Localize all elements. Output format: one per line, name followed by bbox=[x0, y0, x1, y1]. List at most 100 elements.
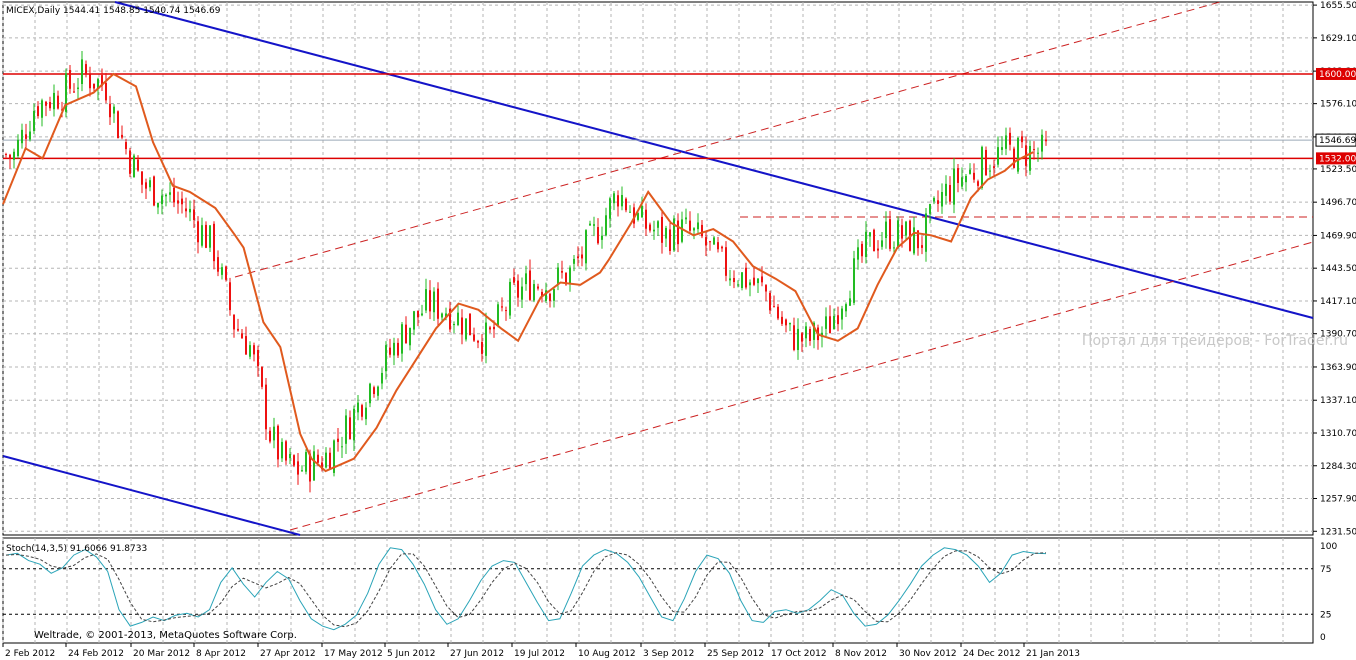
candle-body bbox=[101, 75, 103, 86]
candle-body bbox=[257, 349, 259, 367]
candle-body bbox=[133, 155, 135, 178]
candle-body bbox=[81, 59, 83, 84]
candle-body bbox=[37, 106, 39, 117]
stoch-axis-label: 25 bbox=[1320, 610, 1331, 620]
candle-body bbox=[365, 407, 367, 420]
candle-body bbox=[249, 345, 251, 357]
price-level-badge bbox=[1316, 67, 1356, 80]
price-tick-label: 1655.50 bbox=[1320, 1, 1356, 11]
candle-body bbox=[121, 134, 123, 138]
moving-average bbox=[2, 72, 1034, 473]
candle-body bbox=[665, 227, 667, 239]
candle-body bbox=[521, 286, 523, 300]
candle-body bbox=[573, 258, 575, 264]
candle-body bbox=[997, 147, 999, 165]
candle-body bbox=[277, 425, 279, 460]
stoch-label: Stoch(14,3,5) 91.6066 91.8733 bbox=[6, 544, 147, 554]
candle-body bbox=[793, 325, 795, 350]
price-axis: 1655.501629.101602.301576.101549.301523.… bbox=[1313, 1, 1356, 537]
candle-body bbox=[929, 203, 931, 214]
candle-body bbox=[1001, 147, 1003, 150]
symbol-header: MICEX,Daily 1544.41 1548.85 1540.74 1546… bbox=[6, 6, 221, 16]
candle-body bbox=[833, 315, 835, 330]
stoch-axis: 100 75 25 0 bbox=[1320, 542, 1337, 643]
candle-body bbox=[513, 277, 515, 283]
candle-body bbox=[29, 131, 31, 140]
date-tick-label: 20 Mar 2012 bbox=[133, 649, 190, 659]
candle-body bbox=[921, 245, 923, 248]
candle-body bbox=[253, 345, 255, 355]
candle-body bbox=[1037, 152, 1039, 154]
candle-body bbox=[785, 319, 787, 326]
candle-body bbox=[417, 310, 419, 318]
candle-body bbox=[721, 246, 723, 249]
candle-body bbox=[717, 242, 719, 250]
candle-body bbox=[337, 438, 339, 442]
upper-channel-line bbox=[234, 1, 1221, 278]
candle-body bbox=[805, 326, 807, 339]
price-tick-label: 1576.10 bbox=[1320, 100, 1356, 110]
candle-body bbox=[593, 224, 595, 226]
candle-body bbox=[697, 222, 699, 230]
candle-body bbox=[317, 454, 319, 463]
candle-body bbox=[509, 281, 511, 316]
candle-body bbox=[841, 308, 843, 320]
candle-body bbox=[1029, 146, 1031, 171]
candle-body bbox=[405, 324, 407, 344]
candle-body bbox=[1009, 132, 1011, 145]
candle-body bbox=[769, 292, 771, 311]
candle-body bbox=[713, 237, 715, 245]
candle-body bbox=[985, 149, 987, 176]
candle-body bbox=[21, 129, 23, 144]
candle-body bbox=[581, 254, 583, 259]
candle-body bbox=[673, 218, 675, 251]
candle-body bbox=[473, 334, 475, 341]
price-tick-label: 1443.50 bbox=[1320, 264, 1356, 274]
candle-body bbox=[113, 106, 115, 114]
candle-body bbox=[177, 200, 179, 204]
candle-body bbox=[645, 209, 647, 229]
candle-body bbox=[433, 291, 435, 313]
candle-body bbox=[441, 313, 443, 318]
candle-body bbox=[669, 229, 671, 251]
candle-body bbox=[781, 316, 783, 324]
candle-body bbox=[77, 87, 79, 89]
candle-body bbox=[953, 168, 955, 205]
candle-body bbox=[321, 462, 323, 470]
candle-body bbox=[197, 221, 199, 243]
candle-body bbox=[205, 224, 207, 248]
candle-body bbox=[857, 247, 859, 260]
candle-body bbox=[413, 311, 415, 330]
candle-body bbox=[181, 198, 183, 205]
candle-body bbox=[605, 215, 607, 236]
candle-body bbox=[1013, 148, 1015, 168]
candle-body bbox=[677, 220, 679, 245]
price-level-badge-label: 1600.00 bbox=[1319, 70, 1356, 80]
candle-body bbox=[969, 169, 971, 174]
candle-body bbox=[85, 64, 87, 74]
date-tick-label: 21 Jan 2013 bbox=[1026, 649, 1080, 659]
candle-body bbox=[505, 310, 507, 312]
grid bbox=[2, 2, 1313, 643]
date-tick-label: 3 Sep 2012 bbox=[643, 649, 694, 659]
candle-body bbox=[901, 225, 903, 239]
candle-body bbox=[137, 159, 139, 171]
candle-body bbox=[225, 266, 227, 280]
candle-body bbox=[309, 453, 311, 482]
candle-body bbox=[409, 327, 411, 346]
candle-body bbox=[633, 207, 635, 224]
candle-body bbox=[589, 223, 591, 226]
candle-body bbox=[541, 291, 543, 297]
candle-body bbox=[893, 247, 895, 249]
candle-body bbox=[481, 341, 483, 354]
candle-body bbox=[241, 333, 243, 339]
candle-body bbox=[201, 225, 203, 246]
candle-body bbox=[333, 440, 335, 473]
candle-body bbox=[297, 461, 299, 475]
candle-body bbox=[733, 277, 735, 283]
downtrend-line bbox=[114, 1, 1314, 319]
date-tick-label: 17 May 2012 bbox=[324, 649, 383, 659]
candle-body bbox=[705, 237, 707, 246]
candle-body bbox=[861, 243, 863, 257]
